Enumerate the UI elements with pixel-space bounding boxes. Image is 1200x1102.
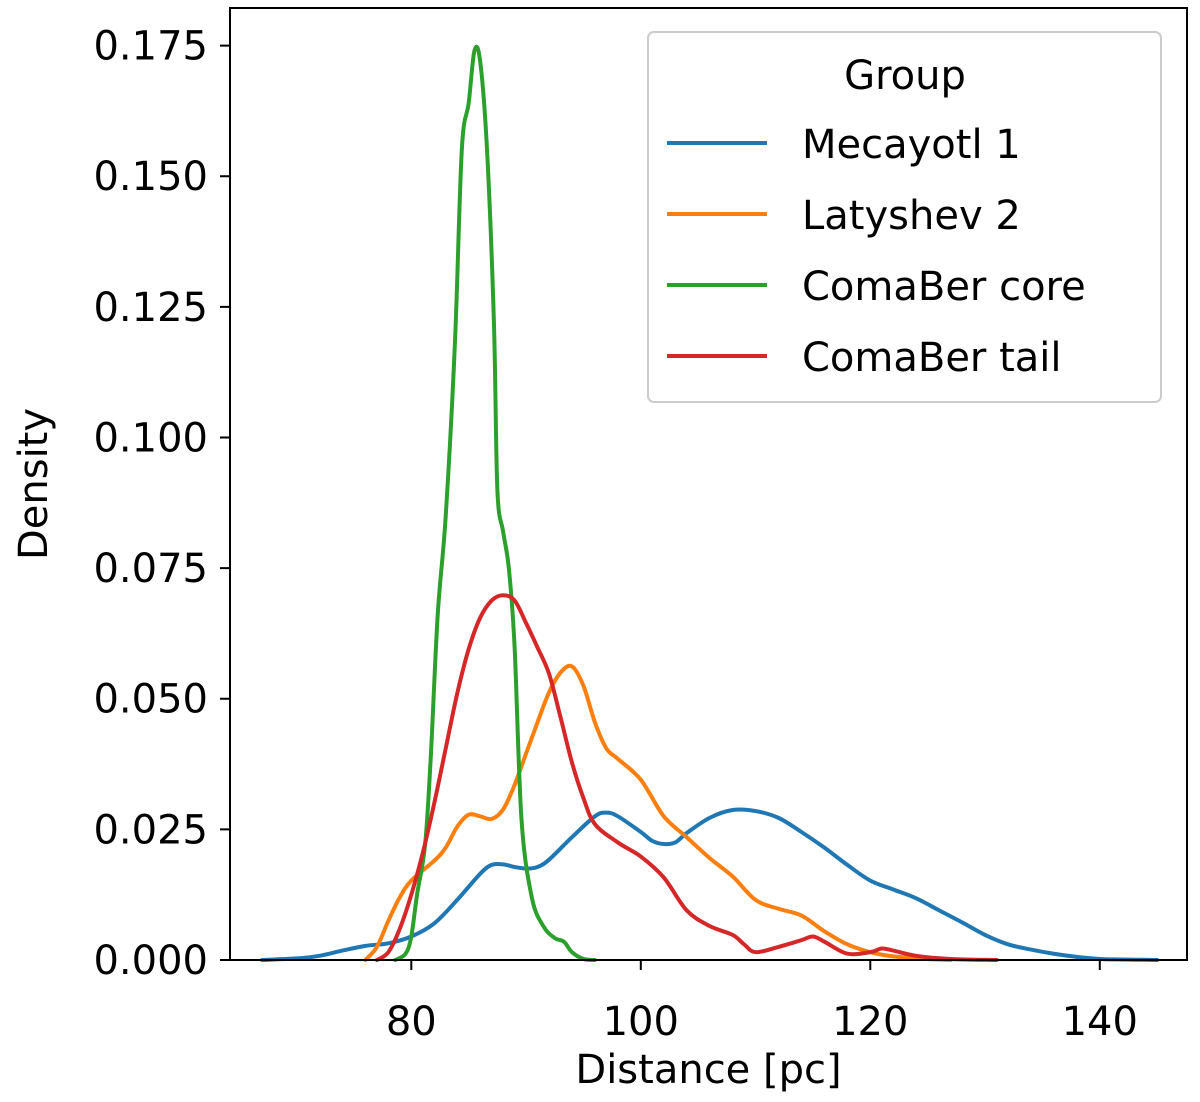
x-tick-label: 140 [1062,999,1138,1045]
y-tick-label: 0.050 [93,677,208,723]
x-tick-label: 100 [603,999,679,1045]
series-line-comaber-tail [374,593,999,962]
legend-label-comaber-tail: ComaBer tail [802,335,1062,381]
legend: Group Mecayotl 1 Latyshev 2 ComaBer core Co… [647,31,1162,403]
y-tick-label: 0.175 [93,24,208,70]
y-tick-label: 0.025 [93,807,208,853]
x-axis-label: Distance [pc] [575,1047,841,1093]
y-tick-label: 0.100 [93,415,208,461]
series-layer [260,44,1160,962]
x-axis-ticks: 80 100 120 140 [386,960,1138,1045]
x-tick-label: 80 [386,999,437,1045]
y-tick-label: 0.075 [93,546,208,592]
legend-items: Mecayotl 1 Latyshev 2 ComaBer core ComaBer … [667,122,1086,381]
legend-title: Group [844,53,966,99]
series-line-comaber-core [393,44,597,962]
y-axis-label: Density [11,408,57,560]
x-tick-label: 120 [832,999,908,1045]
y-tick-label: 0.125 [93,285,208,331]
series-line-latyshev-2 [363,663,953,962]
series-line-mecayotl-1 [260,807,1160,962]
legend-label-latyshev-2: Latyshev 2 [802,193,1021,239]
y-tick-label: 0.000 [93,938,208,984]
legend-label-comaber-core: ComaBer core [802,264,1086,310]
plot-frame [229,7,1188,961]
legend-box [647,31,1162,403]
legend-label-mecayotl-1: Mecayotl 1 [802,122,1021,168]
y-tick-label: 0.150 [93,154,208,200]
y-axis-ticks: 0.000 0.025 0.050 0.075 0.100 0.125 0.150 0.175 [93,24,230,984]
